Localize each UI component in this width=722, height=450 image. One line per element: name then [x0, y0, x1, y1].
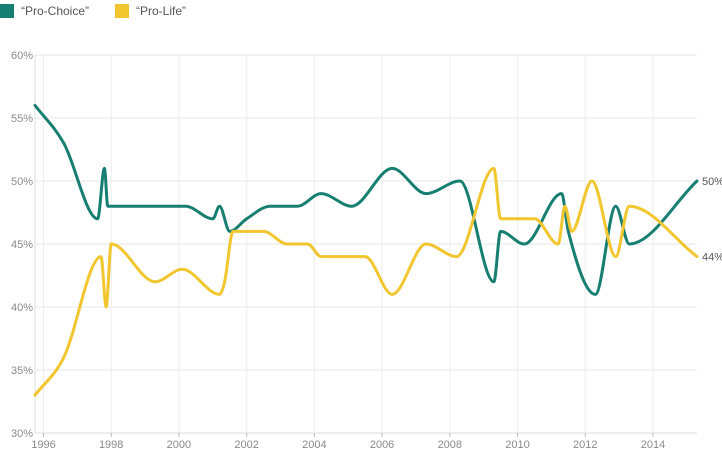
- end-label-pro-choice: 50%: [702, 176, 722, 188]
- y-tick-label-60: 60%: [11, 50, 33, 62]
- legend: “Pro-Choice” “Pro-Life”: [0, 0, 212, 22]
- axis-ticks: 30% 35% 40% 45% 50% 55% 60% 1996 1998 2000 2002 200…: [11, 50, 665, 450]
- y-tick-label-45: 45%: [11, 239, 33, 251]
- legend-label-pro-choice: “Pro-Choice”: [21, 4, 90, 18]
- y-tick-label-55: 55%: [11, 113, 33, 125]
- legend-item-pro-life[interactable]: “Pro-Life”: [115, 4, 186, 18]
- y-tick-label-40: 40%: [11, 302, 33, 314]
- x-tick-label-2008: 2008: [438, 439, 462, 450]
- grid: [34, 54, 697, 434]
- series-line-pro-choice[interactable]: [33, 103, 699, 296]
- legend-item-pro-choice[interactable]: “Pro-Choice”: [0, 4, 89, 18]
- legend-swatch-pro-choice: [0, 4, 14, 18]
- series-lines: [33, 103, 699, 397]
- y-tick-label-35: 35%: [11, 365, 33, 377]
- y-tick-label-30: 30%: [11, 428, 33, 440]
- series-line-pro-life[interactable]: [33, 166, 699, 397]
- y-tick-label-50: 50%: [11, 176, 33, 188]
- x-tick-label-2012: 2012: [573, 439, 597, 450]
- x-tick-label-2004: 2004: [302, 439, 326, 450]
- x-tick-label-2000: 2000: [167, 439, 191, 450]
- x-tick-label-2006: 2006: [370, 439, 394, 450]
- x-tick-label-1998: 1998: [99, 439, 123, 450]
- legend-swatch-pro-life: [115, 4, 130, 18]
- end-label-pro-life: 44%: [702, 252, 722, 264]
- x-tick-label-2010: 2010: [505, 439, 529, 450]
- legend-label-pro-life: “Pro-Life”: [136, 4, 187, 18]
- x-tick-label-2014: 2014: [641, 439, 665, 450]
- x-tick-label-2002: 2002: [234, 439, 258, 450]
- x-tick-label-1996: 1996: [31, 439, 55, 450]
- end-labels: 50% 44%: [702, 176, 722, 264]
